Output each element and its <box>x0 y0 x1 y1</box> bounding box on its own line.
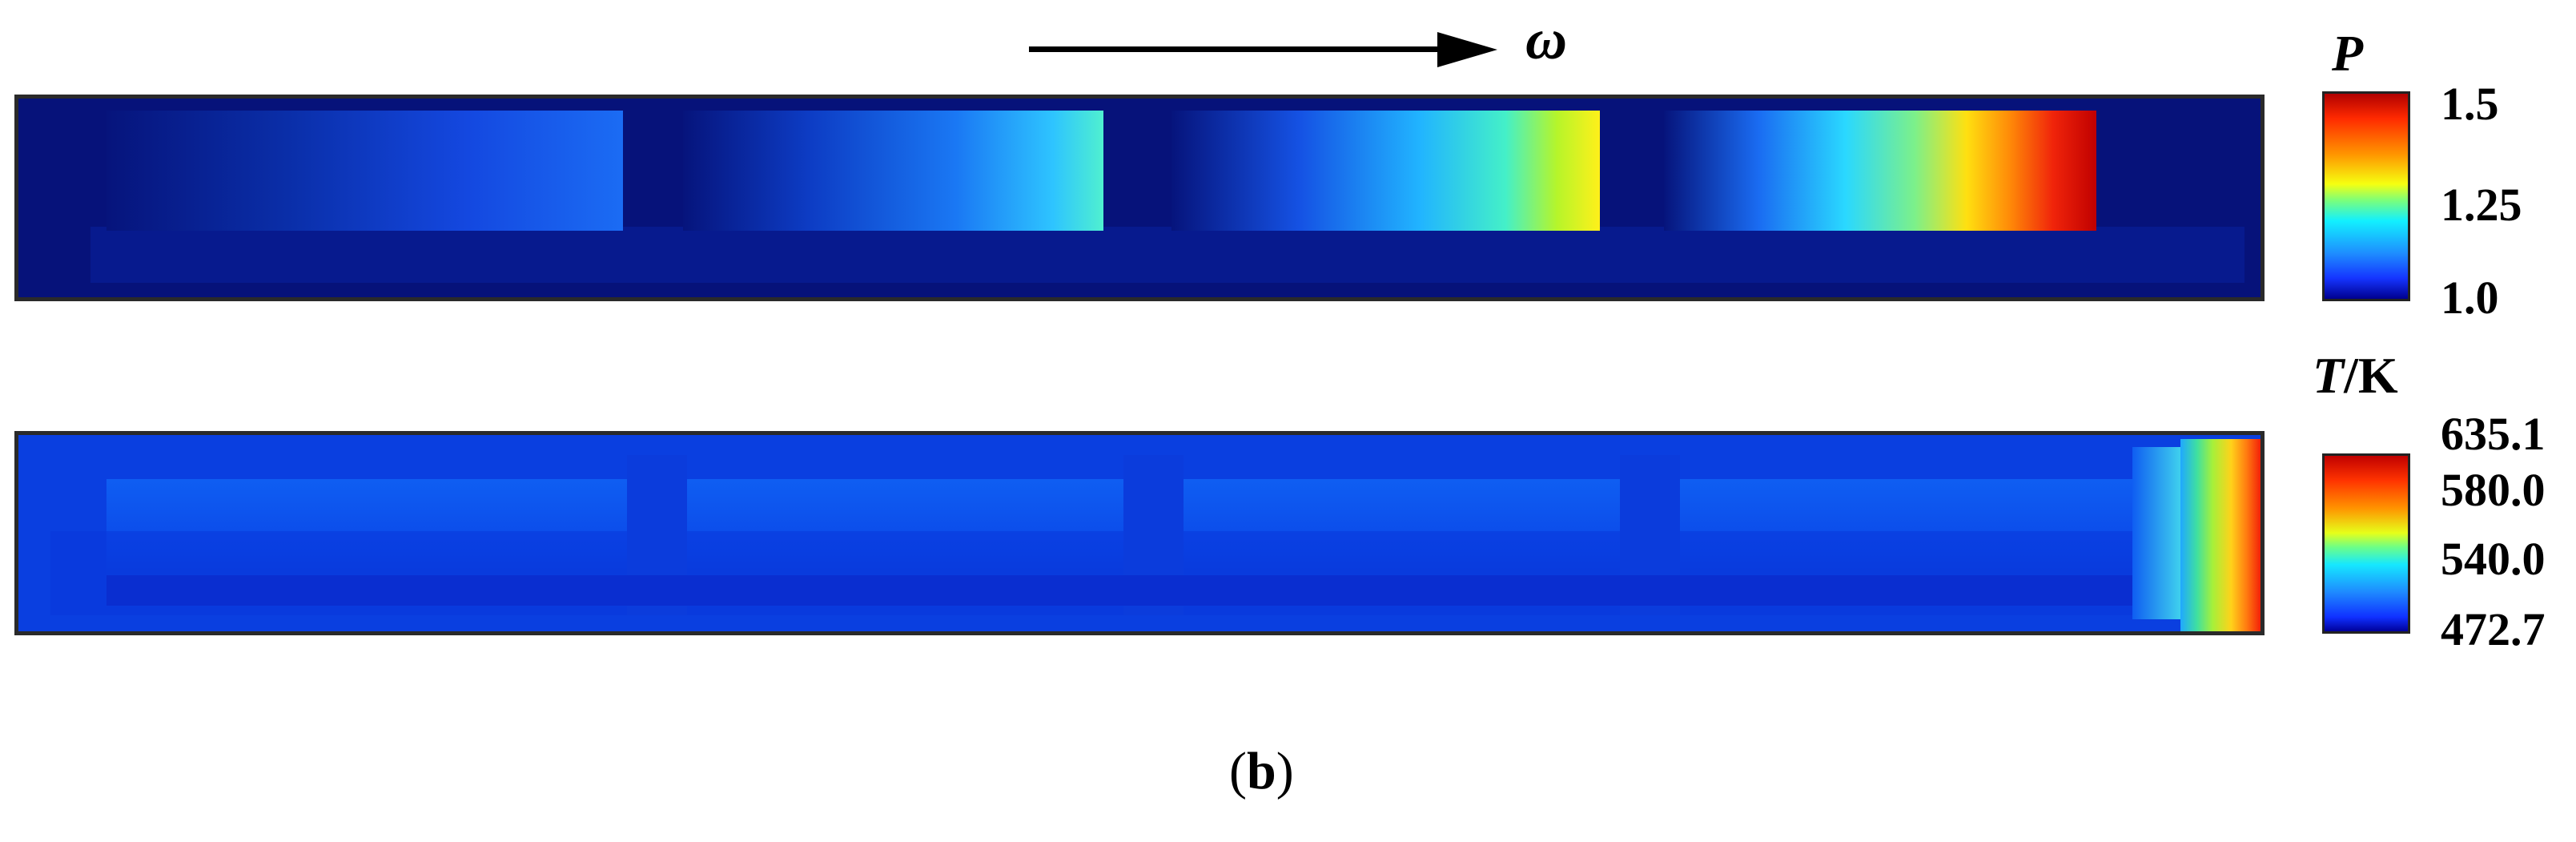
rotation-label: ω <box>1525 7 1568 71</box>
pressure-hub-region <box>90 227 2244 283</box>
pressure-pocket-1 <box>106 111 623 231</box>
temperature-contour-panel <box>14 431 2265 635</box>
figure-caption: (b) <box>1229 741 1294 802</box>
rotation-arrow-line <box>1029 46 1445 52</box>
temperature-colorbar <box>2322 453 2410 634</box>
pressure-pocket-2 <box>683 111 1103 231</box>
rotation-arrow-head-icon <box>1437 32 1497 67</box>
pressure-tick-max: 1.5 <box>2441 78 2499 130</box>
temperature-unit: /K <box>2344 347 2398 404</box>
pressure-tick-mid: 1.25 <box>2441 179 2522 231</box>
pressure-tick-min: 1.0 <box>2441 272 2499 324</box>
temperature-rim-region <box>2132 447 2180 619</box>
pressure-pocket-4 <box>1664 111 2096 231</box>
temperature-passage-region <box>106 575 2212 606</box>
caption-close-paren: ) <box>1276 742 1294 800</box>
pressure-contour-panel <box>14 95 2265 301</box>
temperature-tick-2: 580.0 <box>2441 464 2546 516</box>
temperature-colorbar-title: T/K <box>2313 346 2398 405</box>
pressure-symbol: P <box>2332 25 2364 82</box>
temperature-tick-3: 540.0 <box>2441 533 2546 585</box>
pressure-colorbar-title: P <box>2332 24 2363 83</box>
caption-letter: b <box>1246 742 1276 800</box>
temperature-tick-max: 635.1 <box>2441 408 2546 460</box>
temperature-hot-end-region <box>2180 439 2261 631</box>
pressure-colorbar <box>2322 91 2410 301</box>
pressure-pocket-3 <box>1171 111 1600 231</box>
temperature-tick-min: 472.7 <box>2441 603 2546 655</box>
temperature-symbol: T <box>2313 347 2345 404</box>
caption-open-paren: ( <box>1229 742 1247 800</box>
